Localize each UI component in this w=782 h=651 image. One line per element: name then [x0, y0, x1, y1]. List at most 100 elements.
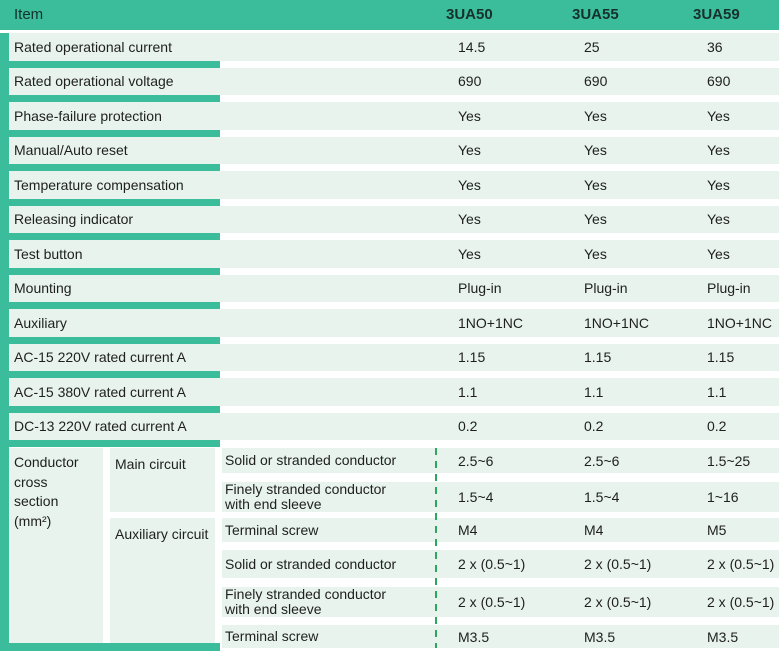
- sub-row-label: Finely stranded conductor with end sleev…: [225, 586, 387, 617]
- row-label: Rated operational current: [14, 38, 172, 55]
- row-label: Mounting: [14, 280, 72, 297]
- row-band: AC-15 220V rated current A 1.15 1.15 1.1…: [9, 343, 779, 371]
- sub-row-label: Finely stranded conductor with end sleev…: [225, 481, 387, 512]
- row-label: Releasing indicator: [14, 211, 134, 228]
- row-value: Yes: [584, 107, 607, 124]
- sub-row-value: 2 x (0.5~1): [707, 556, 775, 572]
- sub-row-value: M3.5: [707, 628, 739, 645]
- row-value: 690: [584, 73, 608, 90]
- row-value: Yes: [458, 211, 481, 228]
- sub-row-value: 1.5~4: [584, 489, 620, 505]
- sub-row-value: 2 x (0.5~1): [458, 594, 526, 610]
- table-row: Phase-failure protection Yes Yes Yes: [0, 102, 782, 137]
- row-value: Yes: [458, 142, 481, 159]
- dashed-divider: [435, 448, 437, 648]
- row-separator-bar: [0, 95, 220, 102]
- row-separator-bar: [0, 267, 220, 275]
- row-label: Auxiliary: [14, 314, 67, 331]
- row-band: Manual/Auto reset Yes Yes Yes: [9, 136, 779, 164]
- table-row: Temperature compensation Yes Yes Yes: [0, 171, 782, 206]
- row-separator-bar: [0, 233, 220, 240]
- sub-row-value: M4: [458, 522, 478, 538]
- sub-row: Terminal screw M3.5 M3.5 M3.5: [222, 625, 779, 648]
- row-value: Yes: [584, 142, 607, 159]
- row-label: Temperature compensation: [14, 176, 184, 193]
- sub-row: Finely stranded conductor with end sleev…: [222, 587, 779, 617]
- auxiliary-circuit-cell: Auxiliary circuit: [110, 518, 215, 643]
- sub-row-label: Terminal screw: [225, 628, 319, 644]
- table-row: Test button Yes Yes Yes: [0, 240, 782, 275]
- sub-row-label: Solid or stranded conductor: [225, 452, 397, 468]
- row-value: 690: [458, 73, 482, 90]
- table-row: Auxiliary 1NO+1NC 1NO+1NC 1NO+1NC: [0, 309, 782, 344]
- table-row: Rated operational current 14.5 25 36: [0, 33, 782, 68]
- row-value: 1NO+1NC: [707, 314, 772, 331]
- row-value: 690: [707, 73, 731, 90]
- column-header-3ua50: 3UA50: [446, 6, 493, 23]
- row-separator-bar: [0, 164, 220, 171]
- item-column-header: Item: [14, 6, 44, 23]
- row-value: 25: [584, 38, 600, 55]
- row-separator-bar: [0, 198, 220, 206]
- table-header-row: Item 3UA50 3UA55 3UA59: [0, 0, 779, 30]
- row-value: 14.5: [458, 38, 486, 55]
- row-value: Yes: [707, 245, 730, 262]
- sub-row: Finely stranded conductor with end sleev…: [222, 482, 779, 512]
- main-circuit-label: Main circuit: [115, 456, 186, 472]
- row-separator-bar: [0, 302, 220, 309]
- row-label: Test button: [14, 245, 83, 262]
- row-value: 0.2: [458, 418, 478, 435]
- table-row: AC-15 380V rated current A 1.1 1.1 1.1: [0, 378, 782, 413]
- sub-row-value: M3.5: [458, 628, 490, 645]
- row-value: 1.15: [458, 349, 486, 366]
- sub-row-value: M4: [584, 522, 604, 538]
- row-value: 1.15: [584, 349, 612, 366]
- column-header-3ua59: 3UA59: [693, 6, 740, 23]
- row-band: Phase-failure protection Yes Yes Yes: [9, 102, 779, 130]
- table-row: Manual/Auto reset Yes Yes Yes: [0, 136, 782, 171]
- row-separator-bar: [0, 336, 220, 344]
- table-row: Mounting Plug-in Plug-in Plug-in: [0, 274, 782, 309]
- row-band: Test button Yes Yes Yes: [9, 240, 779, 268]
- row-band: Rated operational current 14.5 25 36: [9, 33, 779, 61]
- sub-row-value: 1~16: [707, 489, 739, 505]
- row-value: Yes: [707, 211, 730, 228]
- row-value: Yes: [707, 176, 730, 193]
- sub-row: Solid or stranded conductor 2 x (0.5~1) …: [222, 550, 779, 578]
- table-row: DC-13 220V rated current A 0.2 0.2 0.2: [0, 412, 782, 447]
- sub-row: Terminal screw M4 M4 M5: [222, 518, 779, 542]
- sub-row-value: 2.5~6: [458, 452, 494, 469]
- sub-row-value: 1.5~4: [458, 489, 494, 505]
- sub-row-value: 1.5~25: [707, 452, 751, 469]
- row-value: 36: [707, 38, 723, 55]
- row-band: Temperature compensation Yes Yes Yes: [9, 171, 779, 199]
- row-value: Plug-in: [458, 280, 502, 297]
- row-value: 1NO+1NC: [458, 314, 523, 331]
- table-row: Releasing indicator Yes Yes Yes: [0, 205, 782, 240]
- row-value: Yes: [584, 211, 607, 228]
- table-row: Rated operational voltage 690 690 690: [0, 67, 782, 102]
- row-value: Yes: [584, 176, 607, 193]
- row-value: Yes: [458, 176, 481, 193]
- row-band: Mounting Plug-in Plug-in Plug-in: [9, 274, 779, 302]
- table-row: AC-15 220V rated current A 1.15 1.15 1.1…: [0, 343, 782, 378]
- row-band: DC-13 220V rated current A 0.2 0.2 0.2: [9, 412, 779, 440]
- row-label: Phase-failure protection: [14, 107, 162, 124]
- row-label: DC-13 220V rated current A: [14, 418, 187, 435]
- column-header-3ua55: 3UA55: [572, 6, 619, 23]
- sub-row-value: 2 x (0.5~1): [584, 556, 652, 572]
- row-value: 1NO+1NC: [584, 314, 649, 331]
- row-value: Yes: [458, 107, 481, 124]
- main-circuit-cell: Main circuit: [110, 448, 215, 512]
- sub-row-value: 2 x (0.5~1): [458, 556, 526, 572]
- row-separator-bar: [0, 371, 220, 378]
- row-value: 1.1: [707, 383, 727, 400]
- sub-row-value: M3.5: [584, 628, 616, 645]
- row-value: Yes: [707, 107, 730, 124]
- row-value: Yes: [458, 245, 481, 262]
- sub-row-label: Terminal screw: [225, 521, 319, 538]
- row-label: AC-15 220V rated current A: [14, 349, 186, 366]
- row-separator-bar: [0, 60, 220, 68]
- row-label: Manual/Auto reset: [14, 142, 128, 159]
